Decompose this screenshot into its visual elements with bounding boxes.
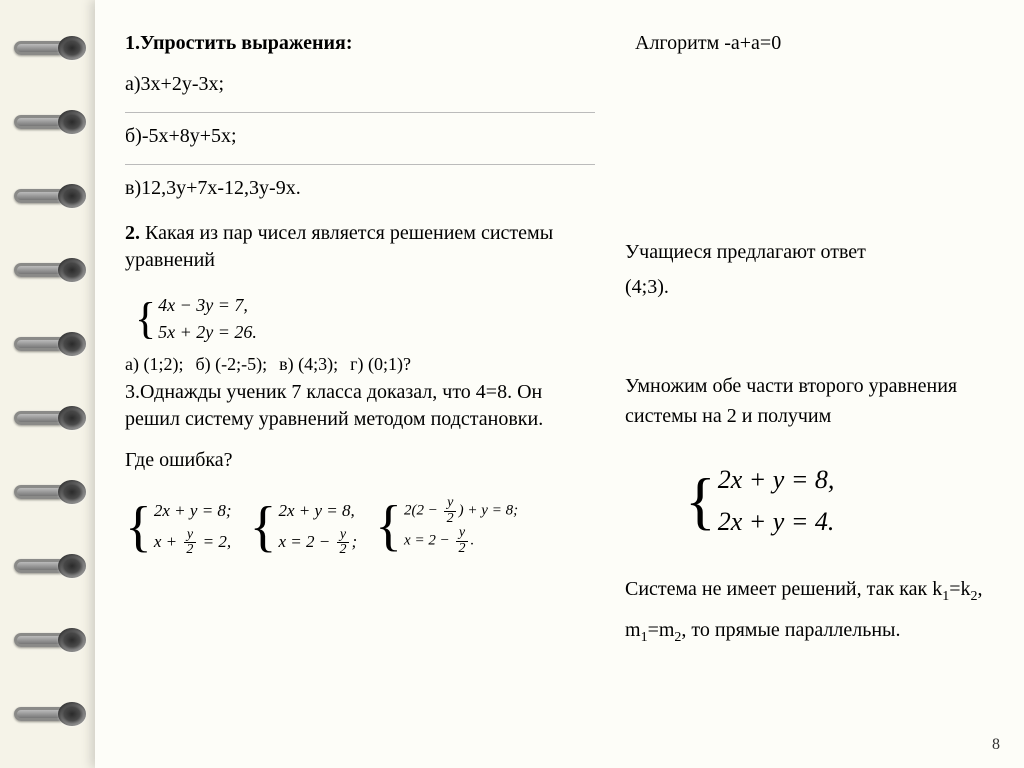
left-column: 1.Упростить выражения: а)3х+2у-3х; б)-5х… bbox=[125, 30, 595, 665]
binding-hole bbox=[58, 628, 86, 652]
algorithm-text: Алгоритм -а+а=0 bbox=[635, 30, 994, 57]
binding-hole bbox=[58, 406, 86, 430]
system-1: { 2x + y = 8; x + y2 = 2, bbox=[125, 496, 232, 558]
answer-line2: (4;3). bbox=[625, 274, 994, 301]
task2-number: 2. bbox=[125, 222, 140, 244]
binding-hole bbox=[58, 110, 86, 134]
binding-hole bbox=[58, 258, 86, 282]
brace-icon: { bbox=[685, 472, 716, 530]
option-d: г) (0;1)? bbox=[350, 354, 411, 375]
spiral-binding bbox=[0, 0, 95, 768]
brace-icon: { bbox=[125, 502, 152, 552]
divider bbox=[125, 112, 595, 113]
s2-eq2: x = 2 − y2; bbox=[278, 527, 357, 558]
system-2: { 2x + y = 8, x = 2 − y2; bbox=[250, 496, 358, 558]
big-eq2: 2x + y = 4. bbox=[718, 501, 835, 543]
notebook-page: 1.Упростить выражения: а)3х+2у-3х; б)-5х… bbox=[95, 0, 1024, 768]
task1-header-row: 1.Упростить выражения: bbox=[125, 30, 595, 57]
brace-icon: { bbox=[250, 502, 277, 552]
option-c: в) (4;3); bbox=[279, 354, 338, 375]
system-3: { 2(2 − y2) + y = 8; x = 2 − y2. bbox=[375, 496, 518, 557]
s3-eq2: x = 2 − y2. bbox=[404, 526, 518, 556]
task3-systems-row: { 2x + y = 8; x + y2 = 2, { 2x + y = 8, … bbox=[125, 492, 595, 562]
binding-hole bbox=[58, 554, 86, 578]
task1-item-b: б)-5х+8у+5х; bbox=[125, 123, 595, 150]
option-b: б) (-2;-5); bbox=[195, 354, 267, 375]
task2-rest: Какая из пар чисел является решением сис… bbox=[125, 222, 553, 271]
binding-hole bbox=[58, 332, 86, 356]
task1-title: 1.Упростить выражения: bbox=[125, 30, 353, 57]
task2-system: { 4x − 3y = 7, 5x + 2y = 26. bbox=[135, 292, 257, 346]
task1-item-a: а)3х+2у-3х; bbox=[125, 71, 595, 98]
no-solution-text: Система не имеет решений, так как k1=k2,… bbox=[625, 570, 994, 651]
s1-eq1: 2x + y = 8; bbox=[154, 496, 232, 527]
task2-text: 2. Какая из пар чисел является решением … bbox=[125, 220, 595, 274]
big-system: { 2x + y = 8, 2x + y = 4. bbox=[685, 459, 834, 542]
task1-item-c: в)12,3у+7х-12,3у-9х. bbox=[125, 175, 595, 202]
task2-eq2: 5x + 2y = 26. bbox=[158, 319, 257, 346]
option-a: а) (1;2); bbox=[125, 354, 183, 375]
multiply-text: Умножим обе части второго уравнения сист… bbox=[625, 371, 994, 431]
task2-eq1: 4x − 3y = 7, bbox=[158, 292, 257, 319]
s3-eq1: 2(2 − y2) + y = 8; bbox=[404, 496, 518, 526]
binding-hole bbox=[58, 36, 86, 60]
binding-hole bbox=[58, 480, 86, 504]
divider bbox=[125, 164, 595, 165]
brace-icon: { bbox=[135, 299, 156, 339]
task2-options: а) (1;2); б) (-2;-5); в) (4;3); г) (0;1)… bbox=[125, 354, 595, 375]
s2-eq1: 2x + y = 8, bbox=[278, 496, 357, 527]
brace-icon: { bbox=[375, 501, 402, 551]
binding-hole bbox=[58, 184, 86, 208]
task3-line2: Где ошибка? bbox=[125, 447, 595, 474]
s1-eq2: x + y2 = 2, bbox=[154, 527, 232, 558]
answer-line1: Учащиеся предлагают ответ bbox=[625, 239, 994, 266]
page-number: 8 bbox=[992, 736, 1000, 754]
big-eq1: 2x + y = 8, bbox=[718, 459, 835, 501]
binding-hole bbox=[58, 702, 86, 726]
task3-line1: 3.Однажды ученик 7 класса доказал, что 4… bbox=[125, 379, 595, 433]
right-column: Алгоритм -а+а=0 Учащиеся предлагают отве… bbox=[625, 30, 994, 665]
